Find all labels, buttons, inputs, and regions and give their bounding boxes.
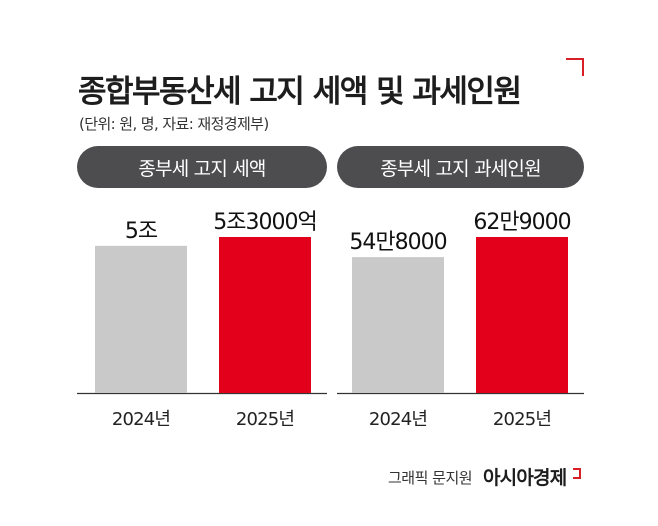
category-label: 2025년	[236, 409, 294, 430]
value-label: 5조	[125, 219, 158, 244]
bar-1-0	[352, 257, 444, 393]
chart-title: 종합부동산세 고지 세액 및 과세인원	[78, 74, 522, 110]
bar-1-1	[476, 237, 568, 393]
brand-mark-icon	[573, 468, 581, 479]
panel-title-tax-amount: 종부세 고지 세액	[77, 146, 327, 188]
category-label: 2024년	[112, 409, 170, 430]
value-label: 5조3000억	[213, 210, 316, 235]
chart-subtitle: (단위: 원, 명, 자료: 재정경제부)	[79, 115, 269, 133]
graphic-credit: 그래픽 문지원	[388, 469, 473, 487]
value-label: 54만8000	[349, 230, 446, 255]
value-label: 62만9000	[473, 210, 570, 235]
category-label: 2024년	[369, 409, 427, 430]
panel-title-taxpayers: 종부세 고지 과세인원	[337, 146, 584, 188]
brand-logo-text: 아시아경제	[483, 467, 567, 489]
category-label: 2025년	[493, 409, 551, 430]
corner-accent-mark	[566, 58, 584, 76]
bar-0-0	[95, 245, 187, 393]
bar-0-1	[219, 237, 311, 393]
